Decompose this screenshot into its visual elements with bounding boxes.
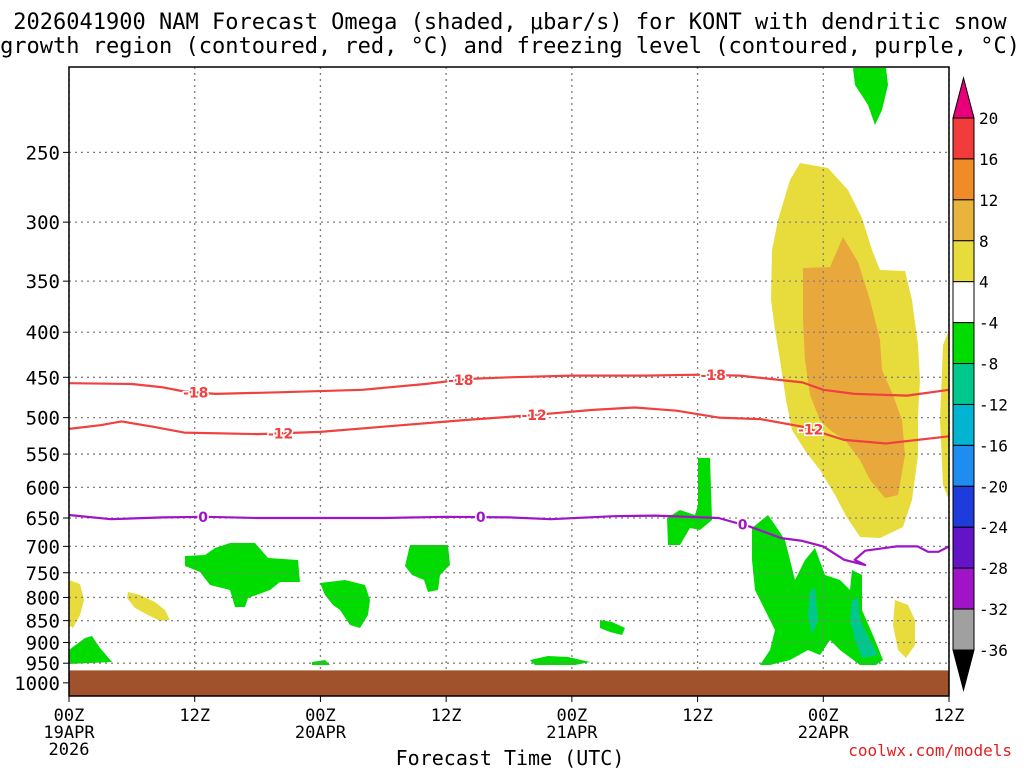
x-tick-label-36: 12Z (431, 706, 462, 726)
y-tick-label-300: 300 (26, 212, 60, 234)
colorbar-label-9: -20 (979, 477, 1008, 496)
y-tick-label-600: 600 (26, 477, 60, 499)
colorbar-label-7: -12 (979, 395, 1008, 414)
omega-green-blob-9 (752, 515, 883, 665)
colorbar-box-7 (952, 403, 975, 446)
contour-label-freezing-0-1: 0 (476, 510, 486, 526)
colorbar-label-4: 4 (979, 273, 989, 292)
omega-orange-core (803, 237, 905, 498)
omega-yellow-blob-left2 (127, 592, 170, 621)
colorbar-label-0: 20 (979, 109, 998, 128)
contour-label--12-0: -12 (268, 426, 293, 442)
chart-title-line2: growth region (contoured, red, °C) and f… (0, 34, 1020, 59)
contour-freezing-0 (68, 513, 950, 567)
x-tick-label-72: 00Z (808, 706, 839, 726)
colorbar-box-11 (952, 567, 975, 610)
colorbar-top-triangle (952, 76, 975, 119)
omega-green-blob-4 (405, 545, 450, 592)
colorbar-label-5: -4 (979, 314, 998, 333)
contour-label--12-1: -12 (521, 408, 546, 424)
colorbar-label-6: -8 (979, 355, 998, 374)
colorbar-label-12: -32 (979, 600, 1008, 619)
x-tick-label-0: 00Z (54, 706, 85, 726)
y-tick-label-650: 650 (26, 508, 60, 530)
colorbar-label-8: -16 (979, 436, 1008, 455)
y-tick-label-450: 450 (26, 367, 60, 389)
x-tick-label-60: 12Z (682, 706, 713, 726)
y-tick-label-350: 350 (26, 271, 60, 293)
omega-green-blob-3 (320, 580, 370, 628)
y-tick-label-550: 550 (26, 444, 60, 466)
x-axis-label: Forecast Time (UTC) (396, 746, 625, 768)
x-tick-label-24: 00Z (305, 706, 336, 726)
colorbar-box-8 (952, 444, 975, 487)
colorbar-box-6 (952, 363, 975, 405)
x-tick-label-12: 12Z (179, 706, 210, 726)
x-tick-date-24: 20APR (295, 723, 347, 743)
colorbar-label-1: 16 (979, 150, 998, 169)
colorbar-label-13: -36 (979, 641, 1008, 660)
grid-lines (68, 67, 950, 696)
colorbar-box-2 (952, 199, 975, 242)
colorbar-label-10: -24 (979, 518, 1008, 537)
y-tick-label-500: 500 (26, 408, 60, 430)
omega-teal-core-1 (808, 588, 818, 635)
x-tick-date-0: 19APR (43, 723, 95, 743)
contour--18 (68, 373, 950, 397)
colorbar-bottom-triangle (952, 649, 975, 692)
x-tick-label-84: 12Z (934, 706, 965, 726)
x-tick-year-0: 2026 (49, 740, 90, 760)
contour--12 (68, 406, 950, 445)
y-tick-label-950: 950 (26, 653, 60, 675)
colorbar: 20 16 12 8 4 -4 -8 -12 -16 -20 -24 -28 -32 -36 (952, 76, 1008, 692)
colorbar-box-1 (952, 158, 975, 201)
colorbar-box-0 (952, 117, 975, 160)
omega-yellow-blob-right (893, 600, 915, 658)
plot-frame (68, 66, 950, 697)
credit-text: coolwx.com/models (848, 741, 1012, 760)
contour-label-freezing-0-0: 0 (198, 510, 208, 526)
contour-label--18-1: -18 (448, 373, 473, 389)
colorbar-box-5 (952, 322, 975, 365)
y-axis: 2503003504004505005506006507007508008509… (14, 142, 69, 695)
y-tick-label-250: 250 (26, 142, 60, 164)
colorbar-label-11: -28 (979, 559, 1008, 578)
y-tick-label-1000: 1000 (14, 673, 60, 695)
colorbar-label-2: 12 (979, 191, 998, 210)
y-tick-label-800: 800 (26, 587, 60, 609)
colorbar-box-3 (952, 240, 975, 283)
omega-green-blob-8 (667, 458, 712, 545)
y-tick-label-850: 850 (26, 611, 60, 633)
colorbar-box-12 (952, 608, 975, 651)
omega-green-blob-2 (185, 543, 300, 607)
contour-label--18-0: -18 (183, 385, 208, 401)
colorbar-box-9 (952, 485, 975, 528)
y-tick-label-750: 750 (26, 563, 60, 585)
omega-green-blob-1 (69, 636, 112, 664)
omega-green-blob-5 (600, 620, 625, 635)
omega-yellow-blob-left (69, 580, 84, 628)
x-tick-date-72: 22APR (798, 723, 850, 743)
y-tick-label-700: 700 (26, 536, 60, 558)
x-tick-date-48: 21APR (546, 723, 598, 743)
ground-surface (69, 670, 949, 696)
omega-teal-core-2 (850, 598, 878, 658)
chart-title-line1: 2026041900 NAM Forecast Omega (shaded, μ… (13, 10, 1007, 35)
contour-lines: -18 -18 -18 -12 -12 -12 0 0 0 (68, 367, 950, 567)
contour-label-freezing-0-2: 0 (738, 518, 748, 534)
contour-label--12-2: -12 (798, 422, 823, 438)
omega-yellow-edge (940, 330, 949, 500)
omega-green-region-top (853, 68, 888, 125)
colorbar-label-3: 8 (979, 232, 989, 251)
y-tick-label-400: 400 (26, 322, 60, 344)
y-tick-label-900: 900 (26, 633, 60, 655)
x-tick-label-48: 00Z (556, 706, 587, 726)
colorbar-box-4 (952, 281, 975, 324)
colorbar-box-10 (952, 526, 975, 569)
contour-label--18-2: -18 (701, 368, 726, 384)
